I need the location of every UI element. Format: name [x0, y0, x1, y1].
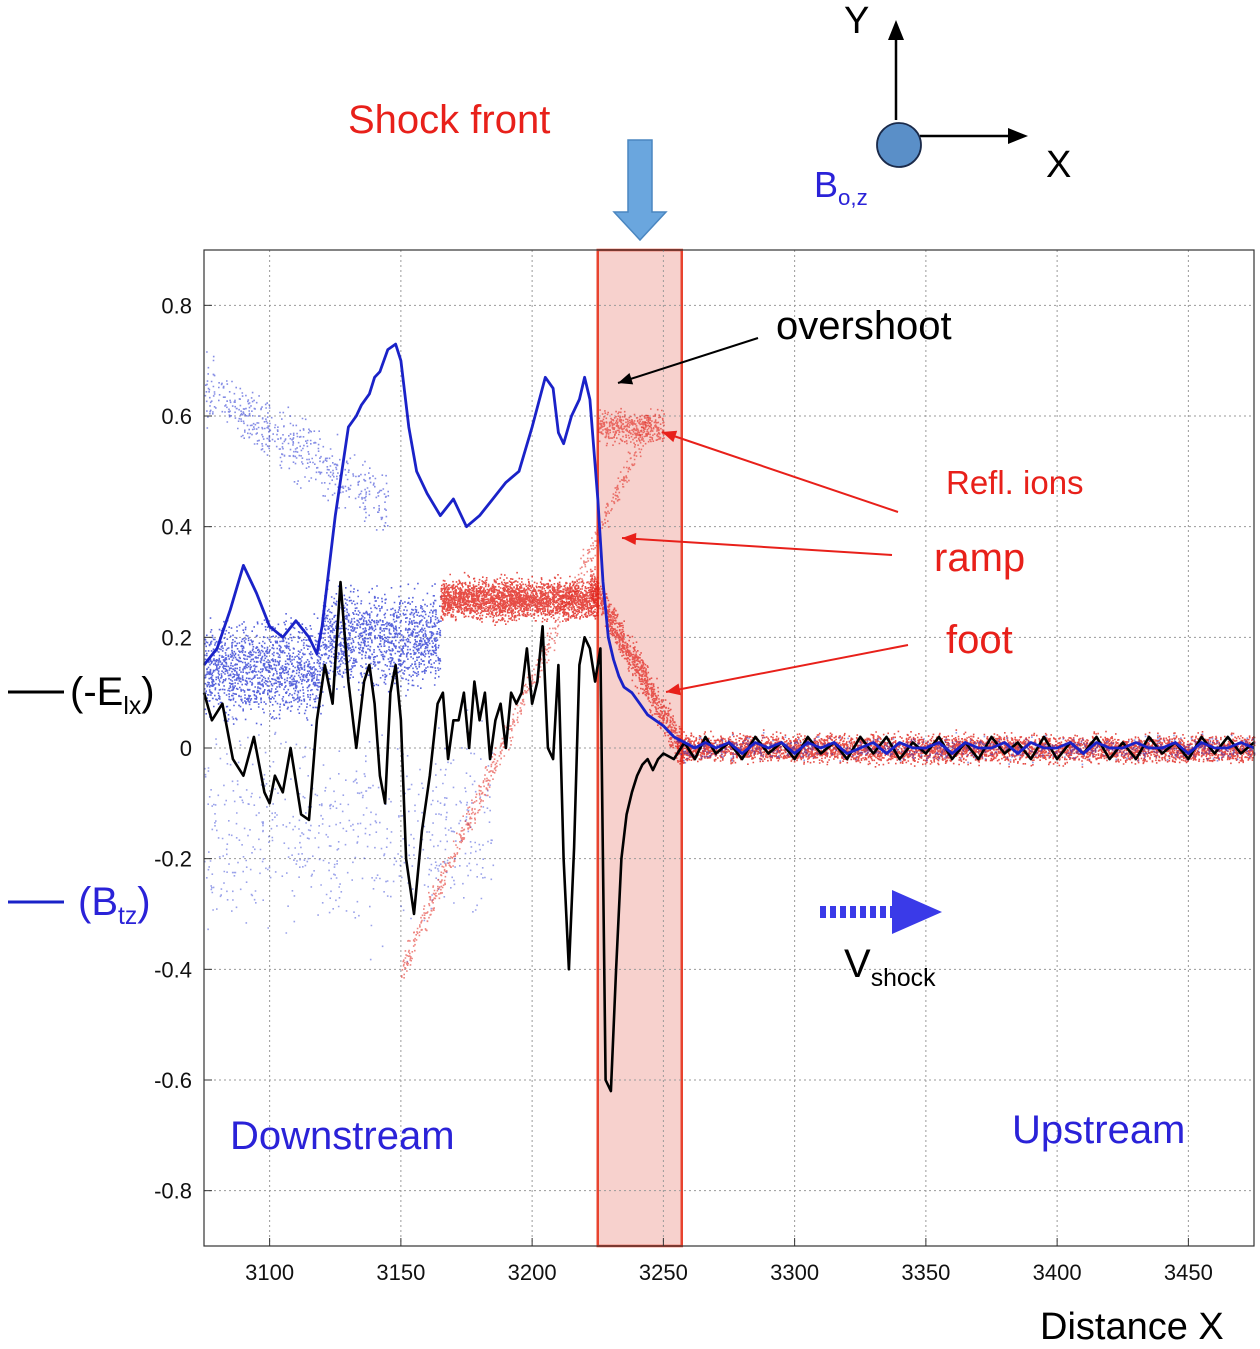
series-b-field-line	[202, 342, 1255, 755]
x-tick-label: 3300	[770, 1260, 819, 1285]
y-tick-label: 0.2	[161, 625, 192, 650]
ion-scatter	[440, 571, 600, 626]
legend-e-suffix: )	[141, 670, 155, 714]
x-axis-label: Distance X	[1040, 1306, 1224, 1348]
x-tick-label: 3450	[1164, 1260, 1213, 1285]
downstream-label: Downstream	[230, 1114, 455, 1158]
ion-scatter	[676, 732, 1256, 766]
y-tick-label: -0.2	[154, 847, 192, 872]
ion-scatter	[400, 408, 652, 979]
x-tick-label: 3400	[1033, 1260, 1082, 1285]
b0z-main: B	[814, 164, 839, 205]
shock-front-arrow	[612, 139, 668, 242]
refl-ions-pointer	[661, 431, 899, 513]
legend-b-field: (Btz)	[78, 880, 151, 930]
v-shock-arrowhead	[892, 890, 942, 934]
b0z-sub: o,z	[838, 184, 868, 210]
ion-scatter	[204, 579, 442, 726]
y-tick-label: 0	[180, 736, 192, 761]
v-shock-main: V	[844, 942, 871, 986]
foot-pointer-head	[666, 683, 681, 696]
ramp-label: ramp	[934, 536, 1026, 580]
x-tick-label: 3350	[901, 1260, 950, 1285]
ion-scatter	[597, 407, 665, 447]
axis-y-label: Y	[844, 0, 870, 42]
legend-b-suffix: )	[137, 880, 151, 924]
ramp-pointer-head	[622, 532, 637, 545]
legend-b-sub: tz	[118, 902, 138, 930]
x-tick-label: 3100	[245, 1260, 294, 1285]
refl-ions-label: Refl. ions	[946, 464, 1084, 501]
coord-y-arrowhead	[888, 20, 904, 40]
y-tick-label: -0.6	[154, 1068, 192, 1093]
y-tick-label: 0.4	[161, 515, 192, 540]
bfield-circle	[876, 122, 922, 168]
x-tick-label: 3200	[508, 1260, 557, 1285]
y-tick-label: -0.4	[154, 957, 192, 982]
overshoot-pointer	[617, 337, 759, 384]
shock-front-label: Shock front	[348, 98, 551, 142]
overshoot-pointer-head	[618, 373, 634, 385]
overshoot-label: overshoot	[776, 304, 952, 348]
legend-b-prefix: (B	[78, 880, 118, 924]
foot-label: foot	[946, 618, 1013, 662]
foot-pointer	[665, 644, 909, 693]
y-tick-label: 0.6	[161, 404, 192, 429]
b0z-label: Bo,z	[814, 164, 868, 210]
legend-e-sub: lx	[123, 692, 142, 720]
coord-x-arrowhead	[1008, 128, 1028, 144]
v-shock-sub: shock	[870, 964, 936, 992]
x-tick-label: 3150	[376, 1260, 425, 1285]
axis-x-label: X	[1046, 144, 1072, 186]
y-tick-label: -0.8	[154, 1179, 192, 1204]
ramp-pointer	[621, 537, 893, 556]
legend-e-prefix: (-E	[70, 670, 124, 714]
v-shock-label: Vshock	[844, 942, 935, 992]
x-tick-label: 3250	[639, 1260, 688, 1285]
upstream-label: Upstream	[1012, 1108, 1186, 1152]
legend-e-field: (-Elx)	[70, 670, 155, 720]
series-e-field-line	[202, 580, 1255, 1093]
ion-scatter	[589, 559, 684, 765]
ion-scatter	[204, 351, 390, 531]
refl-ions-pointer-head	[662, 430, 678, 443]
y-tick-label: 0.8	[161, 293, 192, 318]
